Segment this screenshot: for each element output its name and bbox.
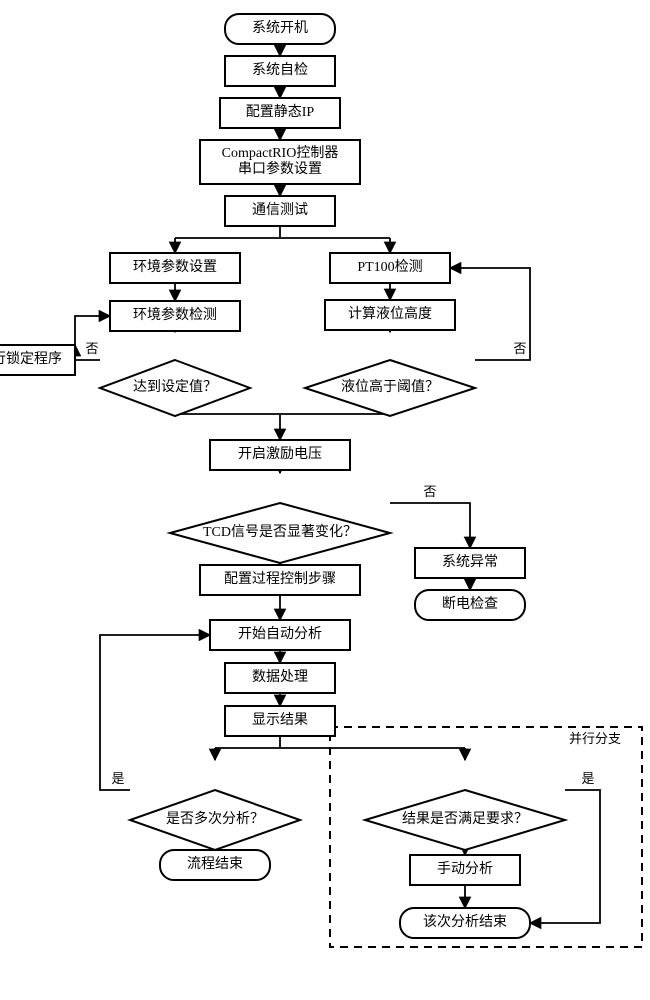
node-label-calclevel: 计算液位高度 <box>348 305 432 322</box>
lbl-yes: 是 <box>111 771 124 786</box>
node-label-selfcheck: 系统自检 <box>252 62 308 78</box>
lbl-no: 否 <box>513 341 526 356</box>
node-label-reachset: 达到设定值？ <box>133 379 217 395</box>
edge <box>530 790 600 923</box>
node-label-multi: 是否多次分析？ <box>166 810 264 827</box>
node-label-dataproc: 数据处理 <box>252 669 308 685</box>
node-label-showres: 显示结果 <box>252 712 308 728</box>
node-label-autoanal: 开始自动分析 <box>238 626 322 642</box>
node-label-syserr: 系统异常 <box>442 554 498 570</box>
node-label-flowend: 流程结束 <box>187 856 243 872</box>
node-label-manual: 手动分析 <box>437 861 493 877</box>
node-label-commtest: 通信测试 <box>252 202 308 218</box>
flowchart: 并行分支 否 是 否 是 否 是 <box>0 0 650 1000</box>
node-label-envset: 环境参数设置 <box>133 258 217 275</box>
edge <box>390 503 470 548</box>
node-label-pt100: PT100检测 <box>357 259 422 275</box>
node-label-lockprog: 执行锁定程序 <box>0 351 62 367</box>
node-label-staticip: 配置静态IP <box>246 104 315 120</box>
node-label-envdet: 环境参数检测 <box>133 306 217 323</box>
node-label-levelthr: 液位高于阈值？ <box>341 378 439 395</box>
node-label-poweroff: 断电检查 <box>442 596 498 612</box>
lbl-no: 否 <box>85 341 98 356</box>
node-label-resok: 结果是否满足要求？ <box>402 811 528 827</box>
node-label-crio: 串口参数设置 <box>238 160 322 177</box>
node-label-crio: CompactRIO控制器 <box>222 145 339 161</box>
node-label-cfgproc: 配置过程控制步骤 <box>224 571 336 587</box>
node-label-start: 系统开机 <box>252 20 308 36</box>
edge <box>100 635 210 790</box>
node-label-tcd: TCD信号是否显著变化？ <box>203 524 357 540</box>
lbl-yes: 是 <box>581 771 594 786</box>
node-label-onceend: 该次分析结束 <box>423 914 507 930</box>
lbl-no: 否 <box>423 484 436 499</box>
node-label-excite: 开启激励电压 <box>238 445 322 462</box>
parallel-label: 并行分支 <box>569 731 621 746</box>
